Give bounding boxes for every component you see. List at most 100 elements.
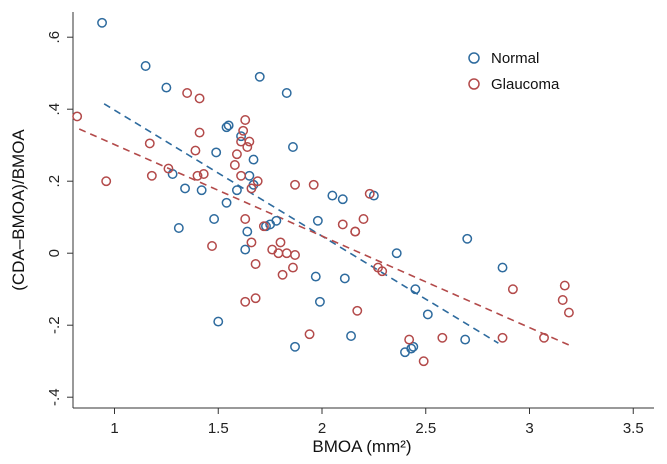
data-point-glaucoma (308, 179, 319, 190)
x-tick-label: 1 (110, 420, 118, 437)
y-tick-label: 0 (46, 249, 63, 257)
data-point-glaucoma (240, 296, 251, 307)
data-point-glaucoma (238, 125, 249, 136)
data-point-glaucoma (557, 295, 568, 305)
data-point-glaucoma (497, 332, 508, 343)
data-point-glaucoma (101, 176, 112, 187)
x-axis-title: BMOA (mm²) (312, 437, 411, 456)
data-point-normal (460, 334, 471, 345)
data-point-normal (288, 142, 298, 152)
legend-label-glaucoma: Glaucoma (491, 76, 560, 93)
data-point-normal (310, 271, 321, 282)
data-point-glaucoma (192, 170, 203, 181)
data-point-glaucoma (252, 176, 263, 187)
data-point-normal (290, 341, 300, 352)
legend: Normal Glaucoma (468, 50, 560, 93)
data-point-glaucoma (194, 127, 205, 138)
data-point-normal (223, 120, 234, 131)
data-point-glaucoma (250, 293, 261, 304)
data-point-normal (314, 296, 325, 307)
data-point-glaucoma (207, 241, 217, 251)
data-point-glaucoma (281, 248, 292, 259)
legend-marker-glaucoma (468, 78, 480, 90)
data-point-glaucoma (304, 329, 315, 340)
data-point-normal (242, 226, 253, 237)
plot-area: 1 1.5 2 2.5 3 3.5 -.4 -.2 0 .2 .4 .6 (46, 12, 654, 437)
data-point-normal (312, 215, 323, 226)
data-point-glaucoma (290, 250, 300, 260)
data-point-glaucoma (229, 160, 240, 170)
data-point-normal (410, 284, 421, 295)
x-tick-label: 3 (525, 420, 533, 437)
data-point-normal (231, 185, 242, 196)
y-tick-label: .2 (46, 175, 63, 188)
x-tick-label: 2 (318, 420, 326, 437)
data-point-glaucoma (350, 226, 361, 237)
data-point-normal (327, 190, 338, 201)
x-ticks: 1 1.5 2 2.5 3 3.5 (110, 408, 644, 437)
data-point-normal (240, 244, 251, 255)
data-point-glaucoma (194, 93, 205, 104)
data-point-glaucoma (240, 115, 251, 125)
data-point-normal (406, 343, 417, 354)
y-tick-label: .4 (46, 103, 63, 116)
data-point-glaucoma (190, 145, 201, 156)
data-point-glaucoma (364, 188, 375, 199)
data-point-glaucoma (507, 284, 518, 295)
x-tick-label: 1.5 (208, 420, 229, 437)
data-point-normal (213, 316, 224, 327)
data-point-glaucoma (275, 237, 286, 248)
data-point-glaucoma (236, 170, 247, 181)
data-point-glaucoma (358, 214, 369, 224)
data-point-normal (180, 183, 191, 194)
data-point-normal (408, 341, 419, 352)
data-point-normal (422, 309, 433, 320)
data-point-glaucoma (144, 138, 155, 149)
y-tick-label: .6 (46, 31, 63, 44)
data-point-glaucoma (240, 214, 251, 224)
y-tick-label: -.2 (46, 316, 63, 334)
data-point-glaucoma (242, 142, 253, 152)
data-point-glaucoma (246, 237, 257, 248)
data-point-normal (161, 82, 172, 93)
data-point-glaucoma (559, 280, 570, 291)
data-point-glaucoma (288, 262, 298, 273)
data-points (72, 17, 574, 367)
data-point-normal (140, 61, 151, 71)
data-point-glaucoma (277, 269, 288, 280)
data-point-normal (346, 331, 356, 341)
data-point-glaucoma (418, 356, 429, 367)
data-point-glaucoma (244, 136, 255, 147)
data-point-glaucoma (437, 332, 448, 343)
data-point-normal (462, 233, 473, 244)
data-point-normal (337, 194, 348, 205)
data-point-glaucoma (539, 332, 549, 343)
y-tick-label: -.4 (46, 388, 63, 406)
data-point-normal (248, 154, 259, 165)
data-point-normal (211, 147, 222, 158)
y-ticks: -.4 -.2 0 .2 .4 .6 (46, 31, 73, 406)
trend-line-glaucoma (78, 128, 570, 346)
data-point-normal (209, 214, 220, 224)
data-point-glaucoma (404, 334, 415, 345)
data-point-glaucoma (352, 305, 363, 316)
data-point-normal (236, 131, 247, 142)
legend-marker-normal (468, 52, 480, 64)
data-point-glaucoma (290, 179, 300, 190)
data-point-normal (281, 88, 292, 98)
data-point-normal (391, 248, 402, 259)
data-point-glaucoma (246, 183, 257, 194)
data-point-glaucoma (250, 259, 261, 269)
data-point-glaucoma (258, 221, 269, 232)
data-point-normal (497, 262, 508, 273)
data-point-normal (221, 122, 232, 133)
data-point-glaucoma (72, 111, 83, 122)
data-point-normal (173, 223, 184, 233)
data-point-glaucoma (198, 169, 209, 179)
y-axis-title: (CDA–BMOA)/BMOA (9, 129, 28, 291)
data-point-normal (244, 170, 255, 181)
data-point-glaucoma (377, 266, 388, 277)
data-point-normal (221, 197, 232, 208)
legend-label-normal: Normal (491, 50, 539, 67)
